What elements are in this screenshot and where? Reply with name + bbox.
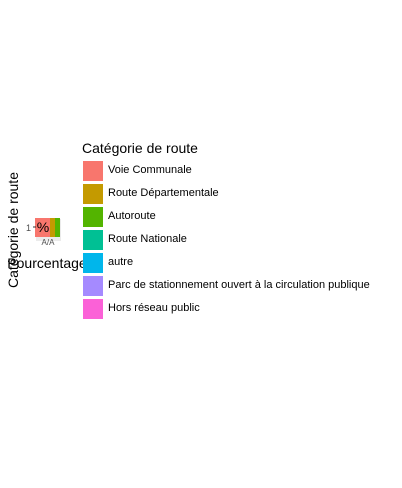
- legend-item: Parc de stationnement ouvert à la circul…: [82, 275, 370, 298]
- bar-stack: [35, 218, 60, 237]
- legend-swatch: [83, 276, 103, 296]
- legend-swatch: [83, 161, 103, 181]
- legend-item: Autoroute: [82, 206, 198, 229]
- legend-swatch: [83, 299, 103, 319]
- legend-item: Route Nationale: [82, 229, 198, 252]
- legend-item: Route Départementale: [82, 183, 219, 206]
- legend-label: autre: [108, 256, 134, 268]
- legend-items: Voie Communale Route Départementale Autoro…: [82, 160, 370, 321]
- x-axis-title: Pourcentage: [7, 255, 87, 271]
- legend-swatch: [83, 253, 103, 273]
- legend-item: Hors réseau public: [82, 298, 200, 321]
- legend-swatch: [83, 230, 103, 250]
- legend-item: autre: [82, 252, 198, 275]
- legend-swatch: [83, 184, 103, 204]
- legend-title: Catégorie de route: [82, 140, 198, 156]
- y-tick-label: 1: [26, 223, 31, 233]
- x-tick-label: A/A: [42, 238, 56, 247]
- bar-segment: [35, 218, 50, 237]
- legend-label: Autoroute: [108, 210, 156, 222]
- legend-item: Voie Communale: [82, 160, 198, 183]
- legend-label: Voie Communale: [108, 164, 192, 176]
- bar-segment: [55, 218, 60, 237]
- legend-label: Route Nationale: [108, 233, 187, 245]
- bar-segment: [50, 218, 55, 237]
- legend-label: Route Départementale: [108, 187, 219, 199]
- legend: Catégorie de route Voie Communale Route D…: [82, 139, 370, 321]
- legend-label: Parc de stationnement ouvert à la circul…: [108, 279, 370, 291]
- legend-swatch: [83, 207, 103, 227]
- legend-label: Hors réseau public: [108, 302, 200, 314]
- y-axis-title: Catégorie de route: [5, 172, 21, 288]
- bar-text-label: %: [37, 219, 49, 235]
